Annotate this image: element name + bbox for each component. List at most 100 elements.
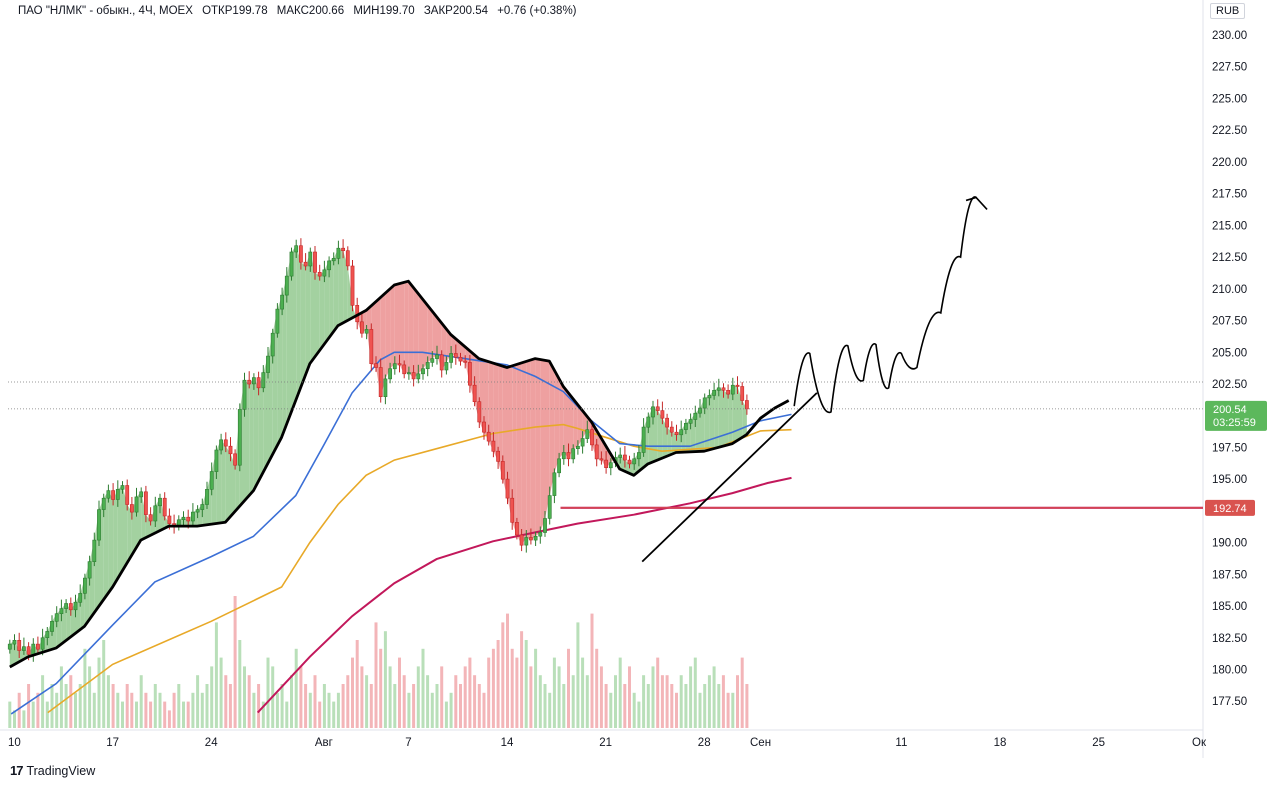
volume-bar: [318, 701, 322, 728]
candle-body: [83, 577, 87, 594]
candle-body: [561, 452, 566, 460]
ma-ribbon-segment: [230, 453, 236, 517]
volume-bar: [285, 701, 289, 728]
volume-bar: [219, 657, 223, 728]
volume-bar: [407, 692, 411, 728]
trendline: [641, 392, 818, 563]
volume-bar: [459, 684, 462, 728]
volume-bar: [740, 657, 744, 728]
x-tick-label: Авг: [315, 737, 333, 749]
y-tick-label: 182.50: [1212, 633, 1247, 645]
volume-bar: [8, 701, 12, 728]
candle-body: [665, 417, 670, 428]
candle-body: [660, 410, 665, 419]
volume-bar: [444, 701, 448, 728]
candle-body: [430, 358, 435, 363]
candle-body: [294, 245, 299, 253]
y-tick-label: 187.50: [1212, 569, 1247, 581]
ma-fast-line: [9, 279, 790, 669]
volume-bar: [106, 675, 110, 728]
volume-bar: [712, 666, 716, 728]
volume-bar: [435, 684, 439, 728]
candle-body: [242, 379, 247, 410]
volume-bar: [186, 701, 190, 728]
ma-ribbon-segment: [300, 262, 306, 387]
volume-bar: [374, 622, 378, 728]
candle-body: [510, 497, 515, 523]
candle-body: [543, 518, 547, 533]
volume-bar: [477, 684, 481, 728]
candle-body: [585, 429, 590, 439]
candle-body: [467, 362, 472, 386]
x-tick-label: 21: [599, 737, 612, 749]
candle-body: [144, 491, 148, 515]
x-tick-label: Ок: [1192, 737, 1207, 749]
volume-bar: [299, 666, 303, 728]
candle-body: [26, 646, 31, 655]
ma-ribbon-segment: [310, 252, 315, 363]
x-tick-label: 24: [205, 737, 218, 749]
candle-body: [679, 429, 684, 436]
candle-body: [688, 419, 693, 424]
volume-bar: [618, 657, 622, 728]
candle-body: [327, 260, 332, 271]
x-tick-label: 28: [698, 737, 711, 749]
candle-body: [500, 461, 505, 480]
candle-body: [120, 485, 125, 490]
ma-ribbon-segment: [343, 250, 348, 323]
volume-bar: [571, 675, 575, 728]
ma-ribbon-segment: [554, 370, 560, 473]
volume-bar: [22, 710, 26, 728]
candle-body: [40, 637, 45, 650]
last-price-badge-timer: 03:25:59: [1213, 417, 1256, 429]
ma-ribbon-segment: [258, 372, 264, 481]
candle-body: [97, 509, 101, 541]
volume-bar: [191, 692, 195, 728]
candle-body: [64, 603, 69, 609]
candle-body: [477, 401, 482, 423]
volume-bar: [322, 684, 326, 728]
candle-body: [21, 646, 26, 651]
volume-bar: [707, 675, 711, 728]
y-tick-label: 177.50: [1212, 696, 1247, 708]
candle-body: [486, 431, 491, 442]
volume-bar: [294, 648, 298, 728]
candle-body: [205, 488, 209, 505]
ma-ribbon-segment: [498, 364, 503, 480]
volume-bar: [529, 666, 533, 728]
symbol-name[interactable]: ПАО "НЛМК" - обыкн., 4Ч, MOEX: [18, 5, 193, 17]
symbol-legend: ПАО "НЛМК" - обыкн., 4Ч, MOEX ОТКР199.78…: [18, 5, 583, 17]
ma-ribbon-segment: [718, 387, 724, 448]
candle-body: [702, 397, 707, 409]
y-tick-label: 197.50: [1212, 442, 1247, 454]
volume-bar: [31, 701, 35, 728]
volume-bar: [585, 675, 589, 728]
volume-bar: [111, 684, 115, 728]
currency-label[interactable]: RUB: [1210, 3, 1246, 19]
candle-body: [73, 601, 78, 611]
x-tick-label: 10: [8, 737, 21, 749]
volume-bar: [45, 701, 49, 728]
y-tick-label: 205.00: [1212, 347, 1247, 359]
volume-bar: [721, 675, 725, 728]
candle-body: [604, 459, 609, 469]
tradingview-logo[interactable]: 17 TradingView: [10, 763, 95, 778]
y-tick-label: 230.00: [1212, 30, 1247, 42]
y-tick-label: 222.50: [1212, 125, 1247, 137]
volume-bar: [369, 684, 373, 728]
candle-body: [557, 458, 562, 474]
candle-body: [68, 603, 73, 611]
volume-bar: [416, 666, 420, 728]
volume-bar: [27, 684, 31, 728]
candle-body: [547, 495, 552, 519]
ma-ribbon-segment: [14, 640, 20, 665]
volume-bar: [524, 640, 528, 728]
candle-body: [284, 275, 289, 296]
volume-bar: [59, 666, 63, 728]
volume-bar: [703, 684, 707, 728]
ma-ribbon-segment: [385, 288, 391, 379]
candle-body: [707, 395, 712, 399]
volume-bar: [717, 684, 721, 728]
ma-ribbon-segment: [540, 359, 545, 533]
